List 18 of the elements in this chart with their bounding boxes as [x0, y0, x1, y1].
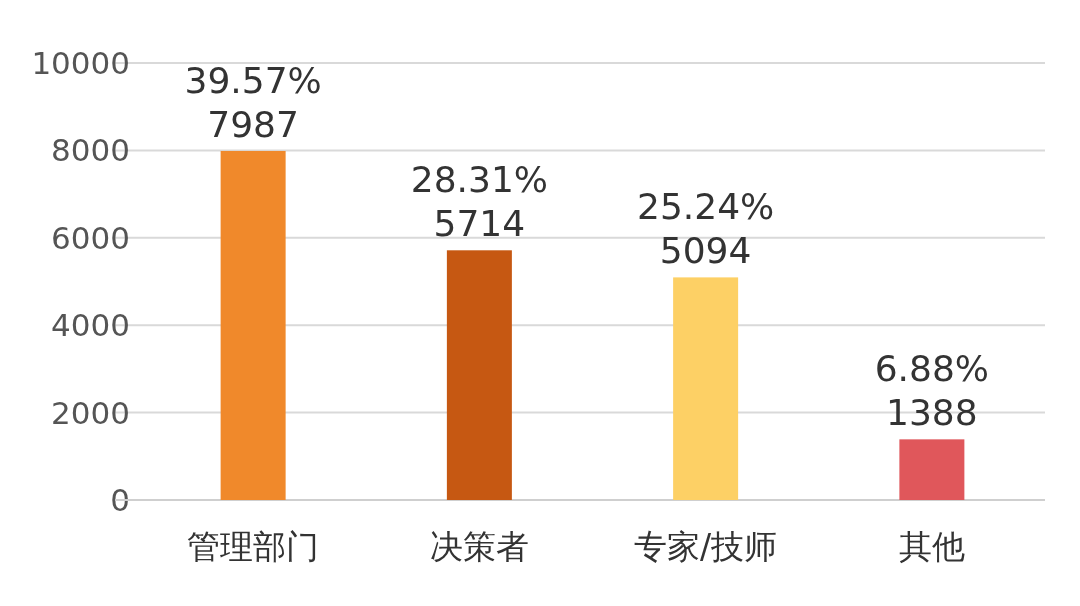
bar — [899, 439, 965, 500]
x-tick-label: 其他 — [898, 527, 965, 566]
x-tick-label: 管理部门 — [187, 527, 320, 566]
data-label: 28.31% 5714 — [410, 159, 549, 245]
bar — [446, 250, 512, 500]
y-tick-label: 4000 — [51, 307, 130, 344]
y-tick-label: 6000 — [51, 219, 130, 256]
data-label: 6.88% 1388 — [874, 348, 990, 434]
bar — [220, 150, 286, 500]
data-label: 39.57% 7987 — [184, 59, 322, 145]
data-label: 25.24% 5094 — [636, 186, 775, 272]
x-tick-label: 专家/技师 — [634, 527, 778, 566]
y-tick-label: 0 — [110, 482, 130, 518]
y-tick-label: 8000 — [51, 132, 130, 169]
y-tick-label: 2000 — [51, 394, 130, 431]
bar — [673, 277, 739, 500]
x-tick-label: 决策者 — [429, 527, 529, 566]
y-tick-label: 10000 — [31, 45, 130, 81]
